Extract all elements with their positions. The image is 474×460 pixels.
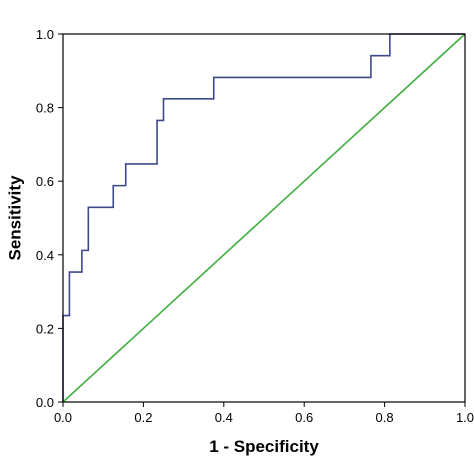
y-tick-label: 0.6 [36, 174, 54, 189]
x-tick-label: 0.8 [376, 410, 394, 425]
y-tick-label: 1.0 [36, 27, 54, 42]
roc-curve-line [62, 33, 465, 402]
y-tick-label: 0.2 [36, 321, 54, 336]
plot-area [62, 33, 466, 403]
y-tick-label: 0.0 [36, 395, 54, 410]
x-axis-label: 1 - Specificity [209, 437, 319, 456]
y-tick-label: 0.4 [36, 248, 54, 263]
x-tick-label: 0.2 [134, 410, 152, 425]
y-tick-label: 0.8 [36, 101, 54, 116]
y-axis-label: Sensitivity [5, 175, 24, 261]
x-tick-label: 0.4 [215, 410, 233, 425]
x-tick-label: 0.0 [54, 410, 72, 425]
x-tick-label: 0.6 [295, 410, 313, 425]
axis-ticks: 0.0 0.2 0.4 0.6 0.8 1.0 0.0 0.2 0.4 0.6 0.8 1.0 [36, 27, 474, 425]
x-tick-label: 1.0 [456, 410, 474, 425]
plot-frame [62, 33, 466, 403]
reference-diagonal-line [62, 33, 466, 403]
